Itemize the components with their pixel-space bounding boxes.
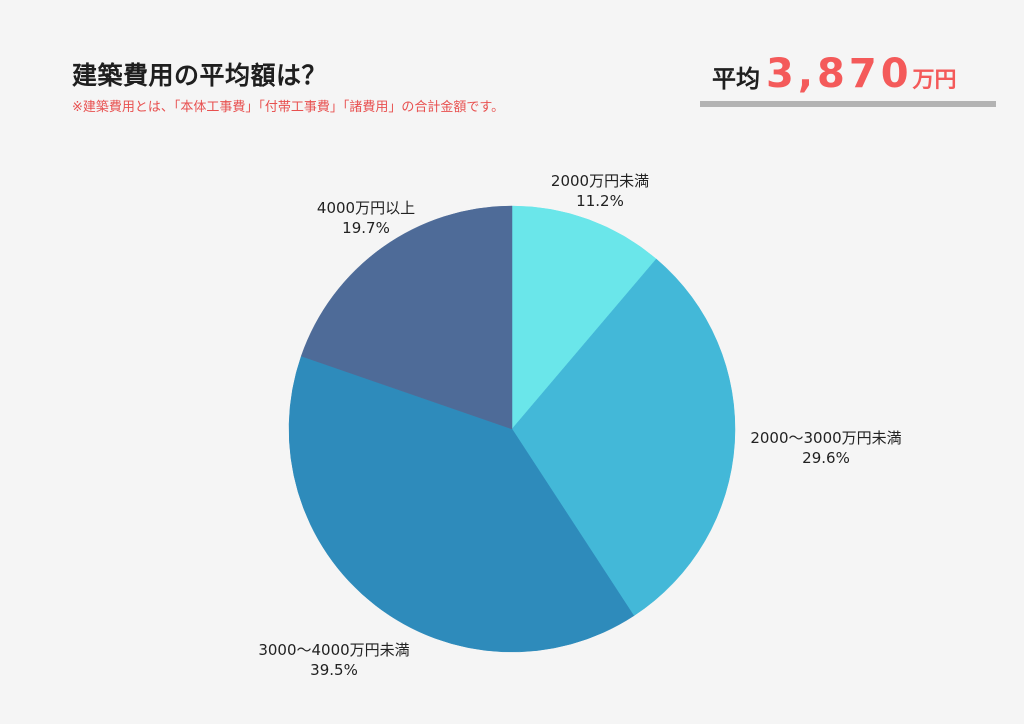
pie-slice-2	[511, 258, 736, 617]
average-underline	[700, 101, 996, 107]
pie-slice-1	[511, 205, 657, 430]
average-value: 3,870	[766, 51, 913, 97]
slice-percent-4: 19.7%	[342, 219, 390, 237]
slice-label-2: 2000〜3000万円未満	[750, 429, 901, 447]
slice-label-4: 4000万円以上	[317, 199, 415, 217]
pie-slice-4	[300, 205, 513, 430]
average-badge: 平均 3,870万円	[712, 54, 957, 94]
slice-label-3: 3000〜4000万円未満	[258, 641, 409, 659]
average-label: 平均	[712, 65, 760, 93]
slice-percent-1: 11.2%	[576, 192, 624, 210]
page-title: 建築費用の平均額は？	[72, 61, 328, 90]
average-unit: 万円	[912, 68, 957, 93]
pie-slice-3	[288, 355, 635, 653]
slice-label-1: 2000万円未満	[551, 172, 649, 190]
slice-percent-2: 29.6%	[802, 449, 850, 467]
slice-percent-3: 39.5%	[310, 661, 358, 679]
definition-note: ※建築費用とは、「本体工事費」「付帯工事費」「諸費用」の合計金額です。	[72, 100, 505, 115]
